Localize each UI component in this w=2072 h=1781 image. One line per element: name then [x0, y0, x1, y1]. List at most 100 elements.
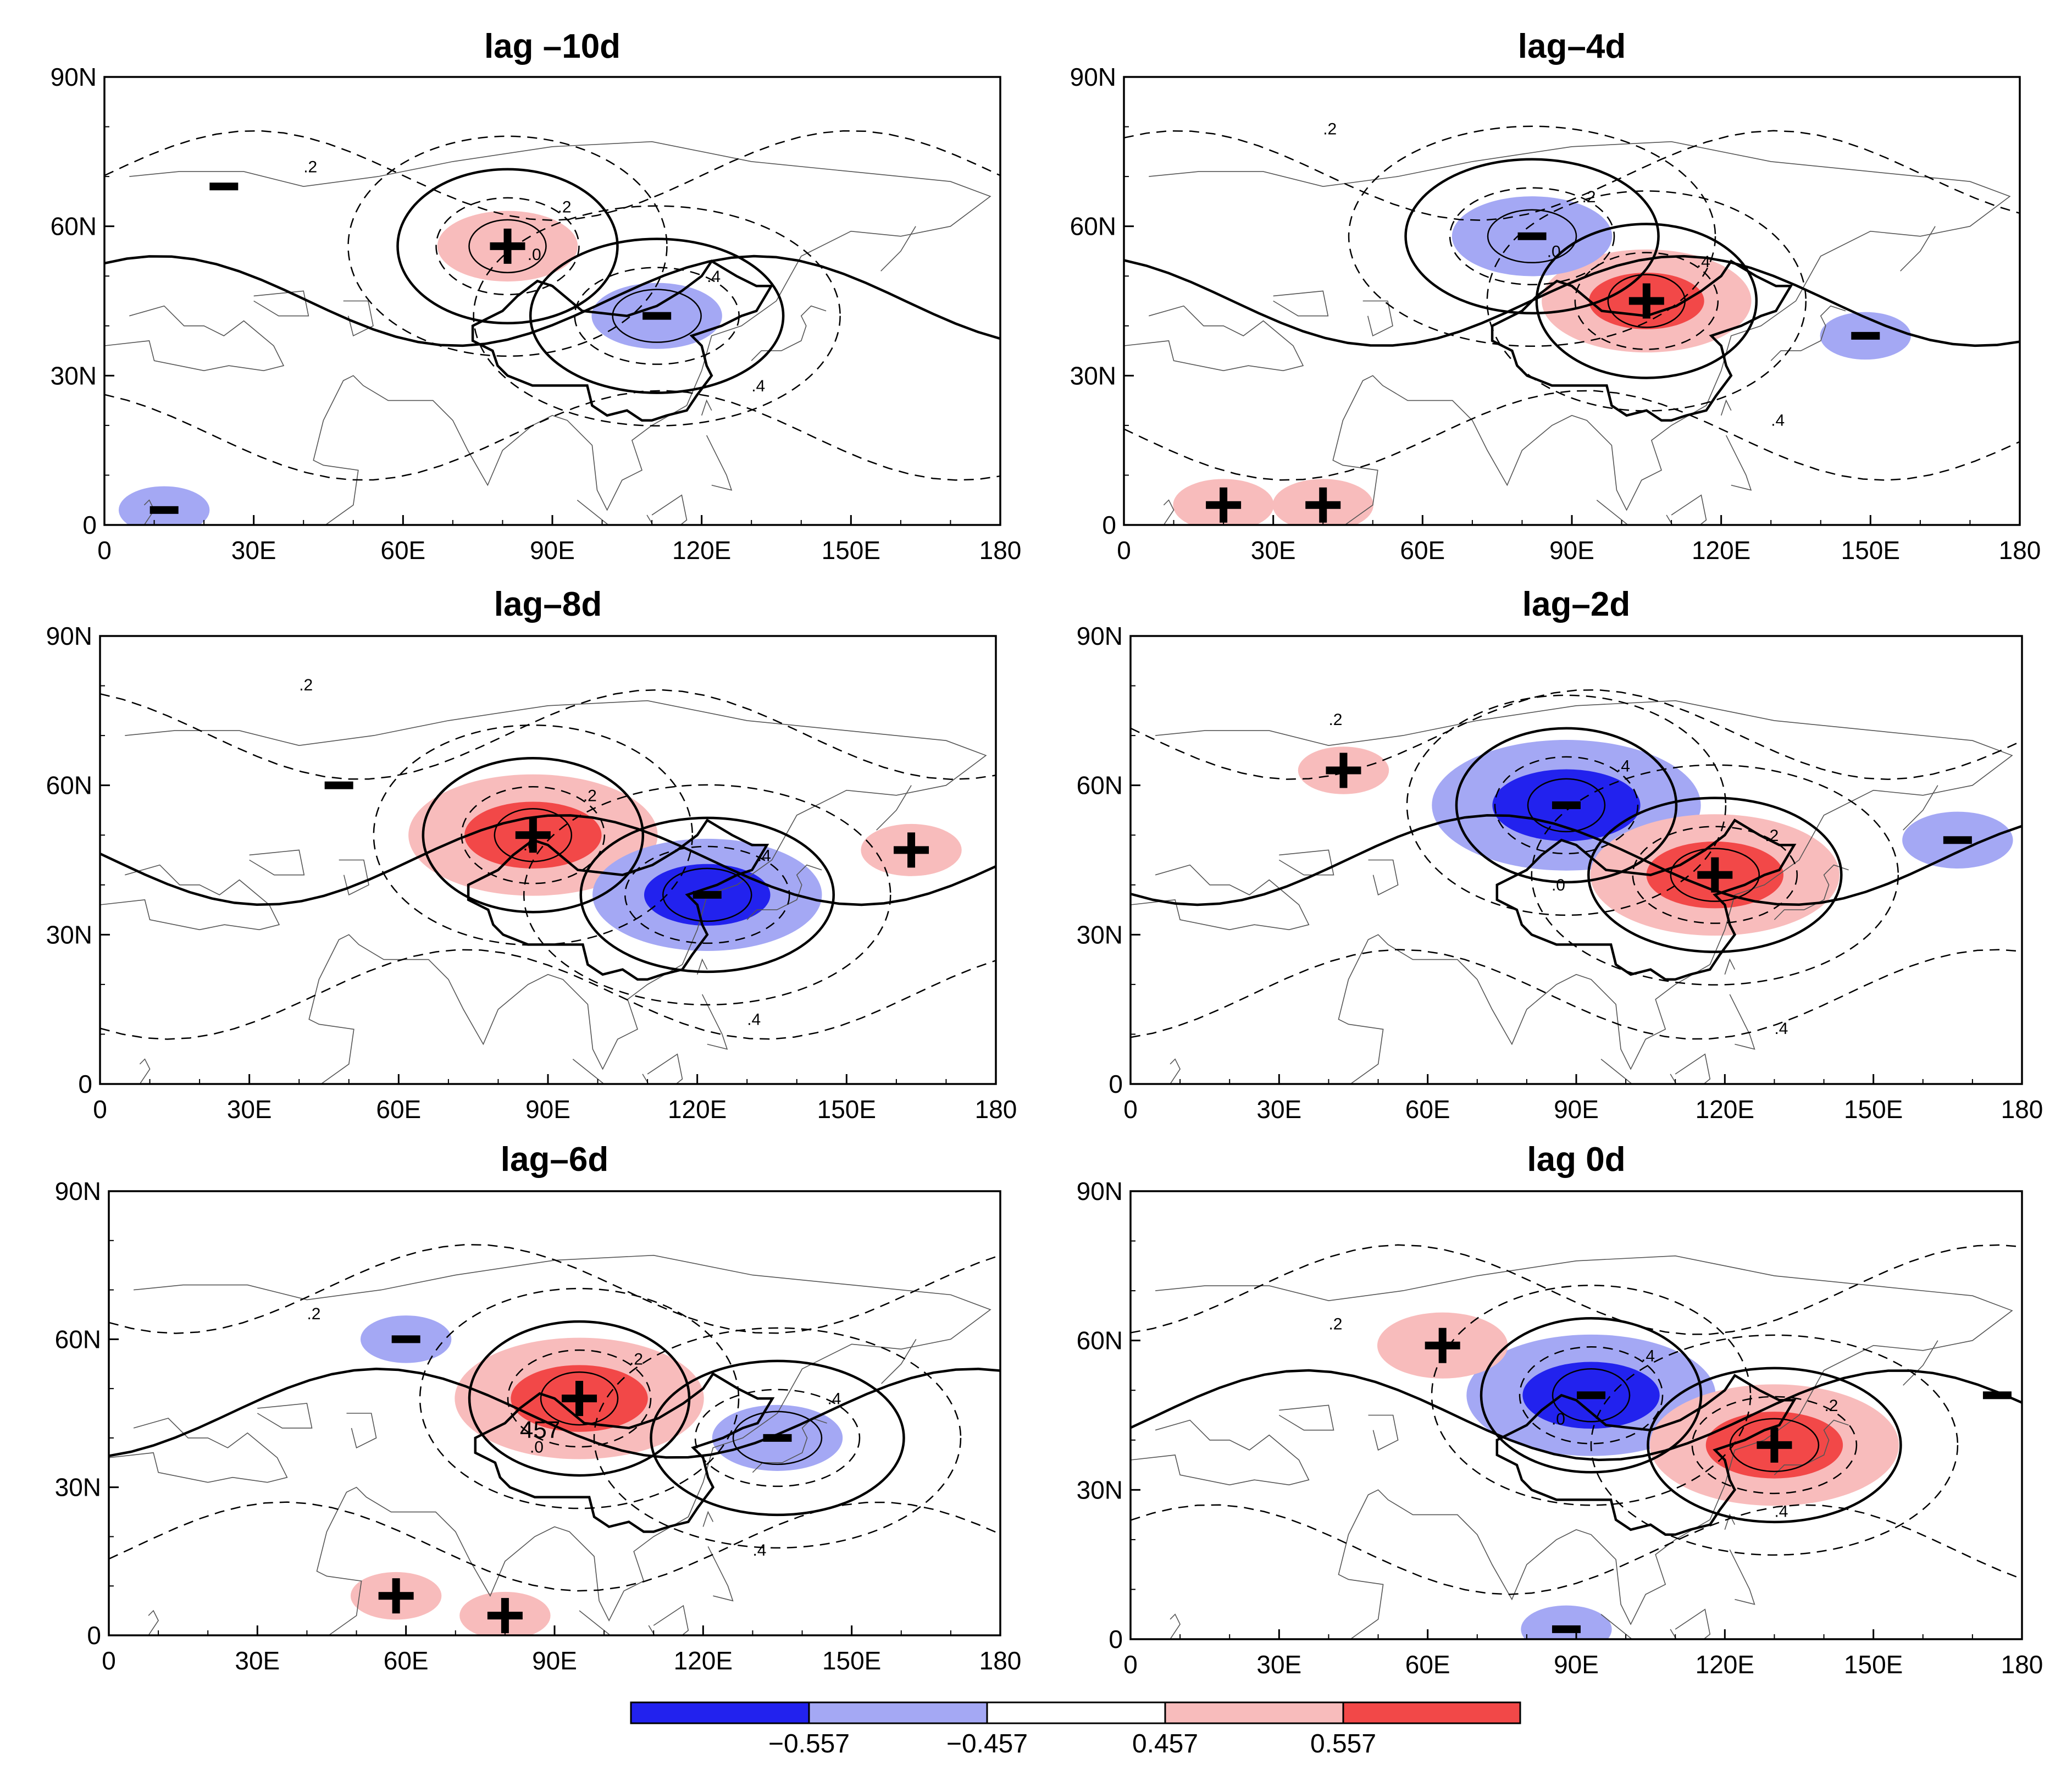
contour-line	[468, 219, 547, 274]
y-tick-label: 30N	[1077, 1475, 1123, 1504]
positive-center-marker	[1339, 753, 1348, 788]
coastline	[1724, 1513, 1736, 1530]
coastline	[1770, 305, 1846, 361]
negative-center-marker	[1577, 1391, 1606, 1400]
x-tick-label: 60E	[1405, 1650, 1450, 1679]
panel-title: lag –10d	[484, 27, 621, 65]
contour-line	[593, 1327, 962, 1549]
contour-line	[1404, 158, 1660, 315]
x-tick-label: 0	[1123, 1650, 1138, 1679]
contour-line	[104, 130, 1000, 222]
x-tick-label: 90E	[1549, 536, 1594, 565]
x-tick-label: 30E	[235, 1646, 280, 1675]
colorbar-bin-neutral	[987, 1702, 1165, 1723]
contour-line	[1632, 826, 1798, 924]
contour-line	[579, 816, 835, 974]
x-tick-label: 180	[2001, 1095, 2043, 1124]
contour-line	[396, 168, 619, 325]
coastline	[1596, 500, 1629, 525]
y-tick-label: 90N	[51, 63, 97, 91]
y-tick-label: 0	[1102, 511, 1116, 539]
contour-line	[1587, 797, 1843, 953]
map-panel: lag–8d.2.4.2.0.4030E60E90E120E150E18090N…	[46, 585, 1017, 1124]
contour-label: .4	[752, 1541, 766, 1559]
contour-label: .4	[751, 377, 765, 395]
x-tick-label: 0	[102, 1646, 116, 1675]
x-tick-label: 60E	[376, 1095, 421, 1124]
contour-line	[422, 756, 645, 914]
coastline	[343, 300, 374, 337]
contour-line	[104, 255, 1000, 347]
x-tick-label: 60E	[1400, 536, 1445, 565]
negative-center-marker	[391, 1335, 420, 1343]
positive-center-marker	[501, 1598, 509, 1634]
x-tick-label: 0	[1117, 536, 1131, 565]
coastline	[876, 785, 912, 831]
colorbar-tick: −0.557	[768, 1729, 850, 1758]
y-tick-label: 60N	[46, 771, 92, 800]
colorbar-tick: 0.557	[1310, 1729, 1376, 1758]
coastline	[1670, 1053, 1711, 1084]
coastline	[751, 305, 827, 361]
coastline	[702, 1511, 714, 1527]
coastline	[129, 141, 991, 525]
y-tick-label: 60N	[1077, 771, 1123, 800]
x-tick-label: 180	[979, 1646, 1022, 1675]
contour-line	[1535, 223, 1758, 379]
coastline	[881, 1338, 917, 1384]
map-panel: lag–6d .2 .4 .2 .0 .4 457 0 30E 60E 90E 120E 150E 180…	[55, 1141, 1022, 1675]
contour-line	[612, 289, 702, 343]
contour-line	[1519, 1346, 1664, 1445]
colorbar-bin-strong-positive	[1343, 1702, 1520, 1723]
coastline	[143, 499, 155, 525]
x-tick-label: 30E	[231, 536, 276, 565]
x-tick-label: 90E	[532, 1646, 577, 1675]
panel-title: lag–6d	[501, 1141, 608, 1179]
y-tick-label: 30N	[46, 920, 92, 949]
contour-line	[1670, 848, 1760, 902]
negative-center-marker	[1982, 1391, 2012, 1400]
contour-label: .2	[1765, 827, 1779, 845]
contour-line	[523, 784, 891, 1006]
y-tick-label: 0	[1109, 1625, 1123, 1653]
coastline	[707, 1546, 734, 1602]
contour-line	[1552, 1368, 1631, 1423]
positive-center-marker	[1438, 1328, 1447, 1363]
coastline	[1725, 435, 1752, 491]
china-boundary	[1495, 818, 1797, 981]
x-tick-label: 0	[93, 1095, 107, 1124]
y-tick-label: 30N	[1070, 361, 1116, 390]
positive-center-marker	[1319, 487, 1327, 523]
coastline	[1155, 700, 2013, 1084]
contour-line	[435, 197, 580, 296]
x-tick-label: 0	[97, 536, 112, 565]
x-tick-label: 60E	[1405, 1095, 1450, 1124]
contour-line	[1348, 125, 1716, 347]
x-tick-label: 120E	[674, 1646, 733, 1675]
y-tick-label: 30N	[1077, 920, 1123, 949]
coastline	[1170, 1613, 1181, 1639]
contour-label: .4	[1616, 757, 1630, 775]
coastline	[1729, 1549, 1755, 1605]
coastline	[1600, 1059, 1633, 1084]
coastline	[1278, 1404, 1334, 1431]
positive-center-marker	[1642, 283, 1650, 319]
contour-line	[1647, 1367, 1902, 1524]
contour-line	[1406, 694, 1727, 916]
contour-line	[100, 949, 996, 1040]
x-tick-label: 150E	[1844, 1095, 1903, 1124]
negative-center-marker	[1552, 1625, 1581, 1633]
contour-label: .0	[530, 1438, 544, 1456]
colorbar-bin-strong-negative	[631, 1702, 809, 1723]
panel-title: lag–8d	[494, 585, 602, 623]
positive-center-marker	[907, 832, 916, 868]
contour-label: .4	[1697, 253, 1710, 271]
contour-line	[662, 867, 752, 922]
y-tick-label: 90N	[1077, 1177, 1123, 1205]
x-tick-label: 120E	[668, 1095, 727, 1124]
coastline	[100, 864, 280, 931]
x-tick-label: 90E	[1554, 1095, 1599, 1124]
contour-label: .2	[299, 676, 313, 694]
coastline	[125, 700, 987, 1084]
contour-line	[1449, 187, 1615, 286]
